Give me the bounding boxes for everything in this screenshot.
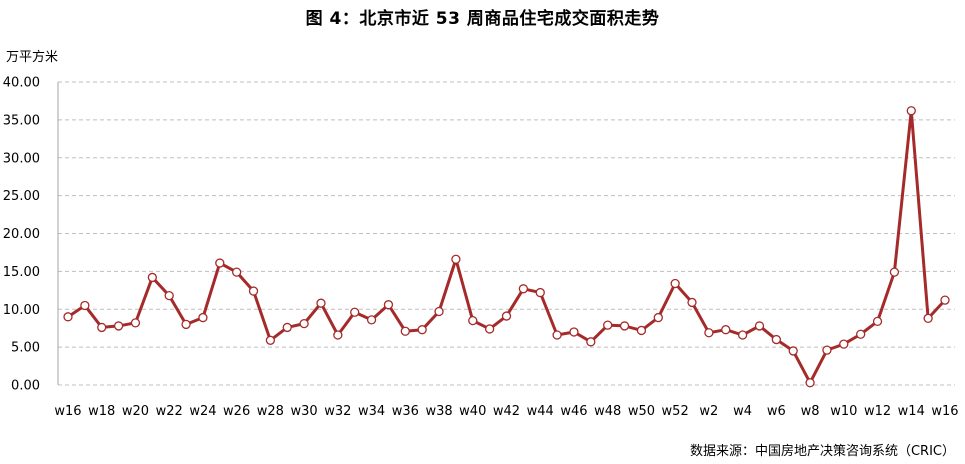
x-tick-label: w20 <box>122 404 149 419</box>
x-tick-label: w16 <box>931 404 958 419</box>
x-tick-label: w46 <box>560 404 587 419</box>
x-tick-label: w48 <box>594 404 621 419</box>
data-point <box>63 312 73 322</box>
data-point <box>535 287 545 298</box>
data-point <box>130 318 141 328</box>
y-tick-label: 5.00 <box>11 341 40 356</box>
data-point <box>248 286 259 296</box>
x-tick-label: w2 <box>699 404 718 419</box>
data-point <box>940 295 950 305</box>
data-point <box>906 106 916 116</box>
data-point <box>282 322 292 333</box>
data-point <box>822 345 832 355</box>
data-point <box>434 306 444 317</box>
x-tick-label: w52 <box>662 404 689 419</box>
data-point <box>417 325 427 335</box>
data-point <box>586 337 596 347</box>
data-point <box>619 321 630 331</box>
x-tick-label: w4 <box>733 404 752 419</box>
grid-lines <box>58 81 955 386</box>
data-point <box>215 258 225 268</box>
data-point <box>97 322 107 333</box>
data-point <box>316 298 326 308</box>
x-tick-label: w10 <box>830 404 857 419</box>
x-tick-label: w22 <box>156 404 183 419</box>
data-point <box>383 300 394 310</box>
data-point <box>704 328 714 338</box>
x-tick-label: w18 <box>88 404 115 419</box>
x-tick-label: w26 <box>223 404 250 419</box>
data-point <box>788 346 798 356</box>
data-point <box>198 312 208 323</box>
data-point <box>754 321 765 331</box>
y-tick-label: 0.00 <box>11 379 40 394</box>
x-tick-label: w30 <box>291 404 318 419</box>
x-tick-label: w28 <box>257 404 284 419</box>
data-point <box>333 330 343 340</box>
x-tick-label: w8 <box>801 404 820 419</box>
data-point <box>147 272 157 283</box>
data-point <box>805 378 815 388</box>
data-point <box>468 315 478 326</box>
x-tick-label: w36 <box>392 404 419 419</box>
x-tick-label: w50 <box>628 404 655 419</box>
y-tick-label: 30.00 <box>3 151 40 166</box>
data-point <box>552 330 562 340</box>
x-tick-label: w32 <box>324 404 351 419</box>
data-point <box>518 284 529 294</box>
data-point <box>451 254 461 264</box>
data-point <box>181 319 191 330</box>
data-point <box>569 327 579 337</box>
data-point <box>653 312 663 323</box>
data-point <box>636 325 647 336</box>
data-point <box>687 297 697 308</box>
data-point <box>923 313 933 323</box>
data-point <box>501 311 512 321</box>
data-point <box>721 325 731 335</box>
data-point <box>737 330 748 340</box>
x-tick-label: w44 <box>527 404 554 419</box>
x-tick-label: w40 <box>459 404 486 419</box>
x-tick-label: w42 <box>493 404 520 419</box>
x-tick-label: w12 <box>864 404 891 419</box>
y-axis-ticks: 0.00 5.00 10.00 15.00 20.00 25.00 30.00 35.00 40… <box>3 76 40 394</box>
y-tick-label: 20.00 <box>3 227 40 242</box>
series-line <box>67 109 947 385</box>
y-tick-label: 15.00 <box>3 265 40 280</box>
data-point <box>164 290 174 301</box>
data-point <box>80 300 90 311</box>
data-point <box>603 320 613 330</box>
data-point <box>113 321 124 331</box>
x-tick-label: w34 <box>358 404 385 419</box>
data-point <box>484 324 495 334</box>
data-point <box>889 267 900 277</box>
x-tick-label: w16 <box>54 404 81 419</box>
y-tick-label: 35.00 <box>3 113 40 128</box>
data-point <box>839 339 849 349</box>
x-axis-ticks: w16 w18 w20 w22 w24 w26 w28 w30 w32 w34 w36 w38 w40 w… <box>54 404 958 419</box>
x-tick-label: w24 <box>189 404 216 419</box>
data-point <box>350 307 360 317</box>
x-tick-label: w14 <box>898 404 925 419</box>
data-point <box>670 278 680 289</box>
chart-title: 图 4：北京市近 53 周商品住宅成交面积走势 <box>305 9 660 29</box>
x-tick-label: w6 <box>767 404 786 419</box>
data-point <box>771 334 781 345</box>
y-tick-label: 40.00 <box>3 76 40 91</box>
data-point <box>366 315 377 325</box>
data-points <box>63 106 950 388</box>
data-point <box>400 326 410 336</box>
y-tick-label: 10.00 <box>3 303 40 318</box>
data-point <box>232 267 242 277</box>
x-tick-label: w38 <box>425 404 452 419</box>
data-point <box>299 318 309 329</box>
data-point <box>856 329 866 339</box>
data-point <box>872 316 883 327</box>
y-tick-label: 25.00 <box>3 189 40 204</box>
y-axis-unit-label: 万平方米 <box>6 50 59 65</box>
data-point <box>265 335 276 345</box>
data-source: 数据来源：中国房地产决策咨询系统（CRIC） <box>689 444 955 459</box>
